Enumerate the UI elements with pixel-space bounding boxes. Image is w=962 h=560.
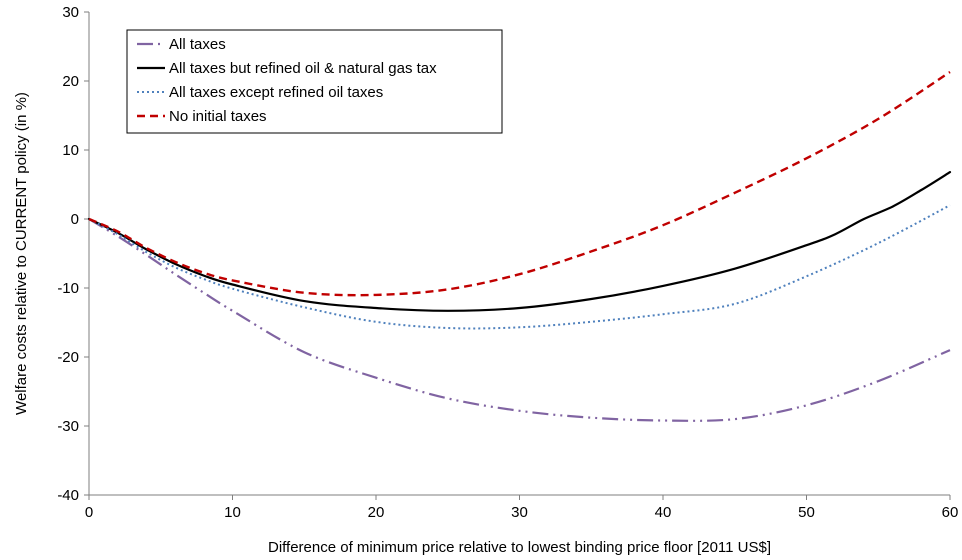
y-tick-label: -20 [57, 349, 79, 366]
x-tick-label: 0 [85, 504, 93, 521]
y-tick-label: -30 [57, 418, 79, 435]
y-tick-label: 30 [62, 4, 79, 21]
x-tick-label: 40 [655, 504, 672, 521]
y-tick-label: -40 [57, 487, 79, 504]
x-ticks: 0 10 20 30 40 50 60 [85, 495, 959, 521]
series-line-2 [87, 171, 952, 312]
x-tick-label: 50 [798, 504, 815, 521]
y-tick-label: 20 [62, 73, 79, 90]
legend-label: All taxes [169, 36, 226, 53]
legend-box [126, 29, 503, 134]
y-tick-label: 0 [71, 211, 79, 228]
legend-label: All taxes but refined oil & natural gas … [169, 60, 437, 77]
legend: All taxes All taxes but refined oil & nat… [126, 29, 503, 134]
y-tick-label: -10 [57, 280, 79, 297]
series-line-3 [88, 204, 951, 330]
x-tick-label: 30 [511, 504, 528, 521]
series-line-4 [88, 70, 951, 297]
x-axis-title: Difference of minimum price relative to … [268, 539, 771, 556]
y-tick-label: 10 [62, 142, 79, 159]
series-line-1 [88, 218, 951, 422]
legend-label: All taxes except refined oil taxes [169, 84, 383, 101]
x-tick-label: 60 [942, 504, 959, 521]
legend-label: No initial taxes [169, 108, 267, 125]
y-axis-title: Welfare costs relative to CURRENT policy… [13, 92, 30, 415]
x-tick-label: 10 [224, 504, 241, 521]
series-layer [87, 70, 952, 422]
y-ticks: -40 -30 -20 -10 0 10 20 30 [57, 4, 89, 504]
x-tick-label: 20 [368, 504, 385, 521]
